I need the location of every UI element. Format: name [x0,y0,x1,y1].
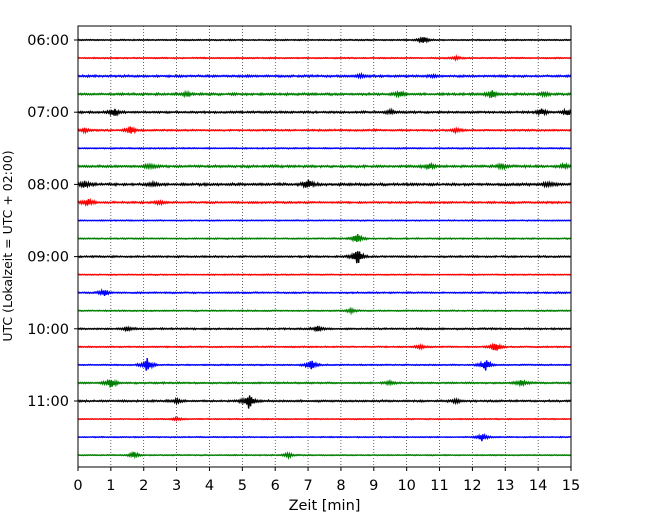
trace-line [77,179,572,189]
trace-line [77,306,572,316]
x-tick-label: 2 [139,478,148,494]
y-tick-label: 08:00 [27,177,69,193]
x-tick-label: 4 [205,478,214,494]
x-axis-ticks: 0 1 2 3 4 5 6 7 8 9 10 11 12 13 14 15 [73,467,580,494]
y-tick-label: 06:00 [27,33,69,49]
x-tick-label: 6 [271,478,280,494]
x-tick-label: 10 [397,478,415,494]
x-axis-label: Zeit [min] [289,498,361,514]
trace-line [77,71,572,80]
x-tick-label: 5 [238,478,247,494]
x-tick-label: 12 [463,478,481,494]
x-tick-label: 0 [73,478,82,494]
trace-line [77,288,572,297]
trace-line [77,378,572,388]
x-tick-label: 9 [369,478,378,494]
seismic-traces [77,36,572,461]
x-tick-label: 14 [529,478,547,494]
trace-line [77,325,572,333]
y-tick-label: 10:00 [27,322,69,338]
trace-line [77,273,572,277]
trace-line [77,415,572,422]
x-tick-label: 15 [562,478,580,494]
x-tick-label: 13 [496,478,514,494]
trace-line [77,358,572,371]
trace-line [77,107,572,117]
trace-line [77,342,572,351]
trace-line [77,161,572,171]
y-axis-ticks: 06:00 07:00 08:00 09:00 10:00 11:00 [27,33,78,410]
trace-line [77,126,572,135]
trace-line [77,54,572,62]
trace-line [77,395,572,409]
plot-frame [77,25,572,468]
trace-line [77,219,572,222]
trace-line [77,146,572,150]
trace-line [77,36,572,44]
x-tick-label: 1 [106,478,115,494]
x-tick-label: 8 [336,478,345,494]
x-tick-label: 11 [430,478,448,494]
x-tick-label: 7 [303,478,312,494]
trace-line [77,89,572,99]
trace-line [77,251,572,264]
trace-line [77,197,572,207]
y-tick-label: 11:00 [27,394,69,410]
trace-line [77,233,572,243]
trace-line [77,450,572,461]
y-tick-label: 07:00 [27,105,69,121]
y-tick-label: 09:00 [27,250,69,266]
y-axis-label: UTC (Lokalzeit = UTC + 02:00) [0,150,15,341]
trace-line [77,432,572,442]
x-tick-label: 3 [172,478,181,494]
